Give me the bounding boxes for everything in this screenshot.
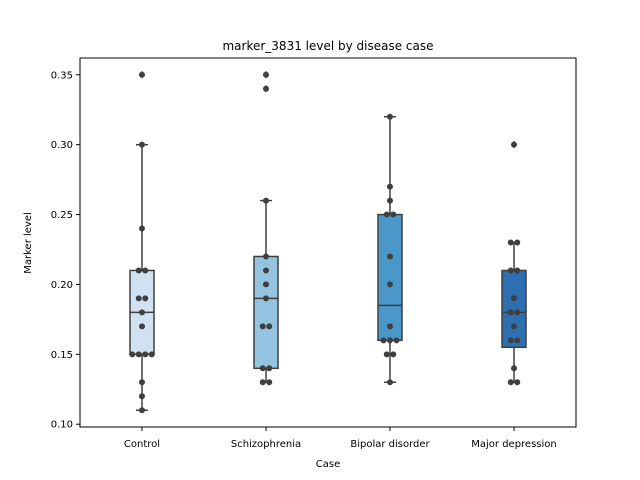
box-control — [129, 70, 155, 411]
data-point — [511, 295, 517, 302]
x-tick-label: Bipolar disorder — [350, 439, 430, 450]
data-point — [263, 281, 269, 288]
data-point — [263, 253, 269, 260]
data-point — [387, 253, 393, 260]
data-point — [511, 365, 517, 372]
data-point — [514, 239, 521, 246]
data-point — [139, 407, 145, 414]
data-point — [263, 267, 269, 274]
data-point — [511, 141, 517, 148]
data-point — [139, 71, 145, 78]
data-point — [387, 197, 393, 204]
data-point — [259, 365, 266, 372]
data-point — [142, 267, 149, 274]
data-point — [511, 323, 517, 330]
data-point — [259, 379, 266, 386]
data-point — [514, 309, 521, 316]
data-point — [135, 295, 142, 302]
data-point — [259, 323, 266, 330]
x-tick-label: Schizophrenia — [231, 439, 301, 450]
box-major-depression — [501, 140, 527, 384]
data-point — [263, 197, 269, 204]
x-tick-label: Major depression — [471, 439, 557, 450]
data-point — [263, 85, 269, 92]
data-point — [135, 267, 142, 274]
data-point — [148, 351, 155, 358]
data-point — [507, 239, 514, 246]
data-point — [514, 337, 521, 344]
data-point — [263, 295, 269, 302]
y-tick-label: 0.30 — [51, 140, 73, 151]
data-point — [135, 351, 142, 358]
data-point — [139, 393, 145, 400]
plot-frame — [79, 57, 577, 428]
data-point — [387, 183, 393, 190]
data-point — [266, 379, 273, 386]
y-tick-label: 0.25 — [51, 210, 73, 221]
data-point — [142, 351, 149, 358]
box-schizophrenia — [253, 70, 279, 384]
data-point — [387, 337, 393, 344]
data-point — [390, 351, 397, 358]
boxes-layer — [129, 70, 527, 411]
data-point — [129, 351, 136, 358]
data-point — [139, 225, 145, 232]
chart-title: marker_3831 level by disease case — [222, 39, 433, 53]
data-point — [387, 323, 393, 330]
y-axis: 0.10 0.15 0.20 0.25 0.30 0.35 — [51, 70, 80, 431]
data-point — [383, 351, 390, 358]
data-point — [142, 295, 149, 302]
box-iqr — [501, 269, 527, 349]
y-tick-label: 0.35 — [51, 70, 73, 81]
y-tick-label: 0.10 — [51, 420, 73, 431]
data-point — [139, 141, 145, 148]
y-axis-label: Marker level — [23, 212, 34, 274]
x-tick-label: Control — [124, 439, 160, 450]
data-point — [263, 71, 269, 78]
data-point — [514, 379, 521, 386]
data-point — [507, 379, 514, 386]
data-point — [139, 379, 145, 386]
data-point — [139, 323, 145, 330]
x-axis-label: Case — [316, 459, 340, 470]
data-point — [380, 337, 387, 344]
data-point — [390, 211, 397, 218]
data-point — [139, 309, 145, 316]
data-point — [266, 365, 273, 372]
data-point — [514, 267, 521, 274]
data-point — [266, 323, 273, 330]
data-point — [387, 379, 393, 386]
data-point — [387, 113, 393, 120]
data-point — [507, 267, 514, 274]
data-point — [383, 211, 390, 218]
y-tick-label: 0.15 — [51, 350, 73, 361]
data-point — [387, 281, 393, 288]
x-axis: Control Schizophrenia Bipolar disorder Majo… — [124, 427, 557, 450]
box-iqr — [377, 213, 403, 342]
y-tick-label: 0.20 — [51, 280, 73, 291]
data-point — [507, 309, 514, 316]
points-layer — [129, 71, 521, 414]
data-point — [393, 337, 400, 344]
data-point — [507, 337, 514, 344]
